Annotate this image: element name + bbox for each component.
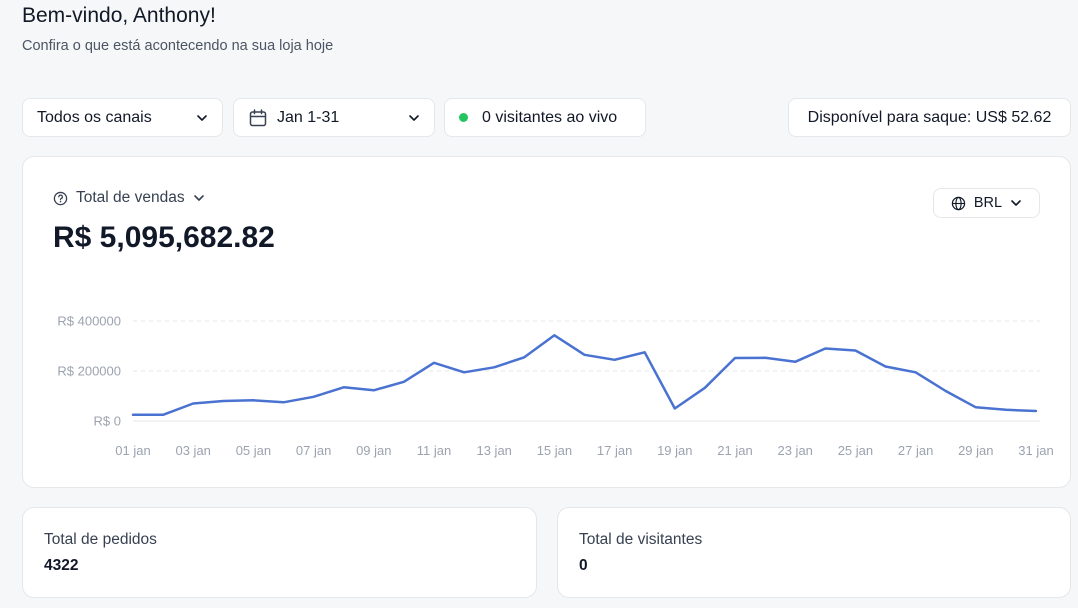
date-range-select[interactable]: Jan 1-31 <box>233 98 435 137</box>
welcome-subtitle: Confira o que está acontecendo na sua lo… <box>22 38 334 54</box>
data-point[interactable] <box>822 346 828 352</box>
y-tick-label: R$ 400000 <box>57 314 121 329</box>
x-tick-label: 07 jan <box>296 443 331 458</box>
x-tick-label: 31 jan <box>1018 443 1053 458</box>
x-tick-label: 09 jan <box>356 443 391 458</box>
data-point[interactable] <box>913 369 919 375</box>
data-point[interactable] <box>883 364 889 370</box>
x-tick-label: 15 jan <box>537 443 572 458</box>
visitors-label: Total de visitantes <box>579 531 703 548</box>
x-tick-label: 25 jan <box>838 443 873 458</box>
data-point[interactable] <box>943 388 949 394</box>
data-point[interactable] <box>281 399 287 405</box>
date-range-label: Jan 1-31 <box>277 108 340 126</box>
sales-line-chart: R$ 0 R$ 200000 R$ 400000 01 jan 03 jan 05 jan… <box>57 314 1053 459</box>
data-point[interactable] <box>973 404 979 410</box>
live-visitors-label: 0 visitantes ao vivo <box>482 108 618 126</box>
x-tick-label: 11 jan <box>417 443 451 458</box>
orders-card: Total de pedidos 4322 <box>22 507 537 598</box>
chevron-down-icon <box>193 192 205 204</box>
data-point[interactable] <box>732 355 738 361</box>
x-tick-label: 01 jan <box>115 443 150 458</box>
data-point[interactable] <box>250 397 256 403</box>
sales-title: Total de vendas <box>76 189 185 206</box>
data-point[interactable] <box>762 355 768 361</box>
welcome-heading: Bem-vindo, Anthony! <box>22 4 216 27</box>
data-point[interactable] <box>371 387 377 393</box>
globe-icon <box>951 196 966 211</box>
y-tick-label: R$ 200000 <box>57 364 121 379</box>
x-tick-label: 21 jan <box>717 443 752 458</box>
visitors-value: 0 <box>579 557 588 574</box>
channel-select-label: Todos os canais <box>37 108 152 126</box>
x-tick-label: 27 jan <box>898 443 933 458</box>
data-point[interactable] <box>431 360 437 366</box>
sales-series-line <box>131 334 1038 417</box>
x-tick-label: 13 jan <box>476 443 511 458</box>
sales-card: Total de vendas R$ 5,095,682.82 BRL R$ 0… <box>22 156 1071 488</box>
data-point[interactable] <box>130 412 136 418</box>
chevron-down-icon <box>1010 197 1022 209</box>
data-point[interactable] <box>341 384 347 390</box>
x-tick-label: 23 jan <box>777 443 812 458</box>
live-status-dot <box>459 113 468 122</box>
currency-select[interactable]: BRL <box>933 188 1040 218</box>
data-point[interactable] <box>852 348 858 354</box>
chevron-down-icon <box>408 112 420 124</box>
balance-button[interactable]: Disponível para saque: US$ 52.62 <box>788 98 1071 137</box>
help-icon <box>53 191 68 206</box>
data-point[interactable] <box>1003 407 1009 413</box>
y-tick-label: R$ 0 <box>94 414 121 429</box>
data-point[interactable] <box>642 349 648 355</box>
x-tick-label: 03 jan <box>175 443 210 458</box>
x-tick-label: 19 jan <box>657 443 692 458</box>
data-point[interactable] <box>702 385 708 391</box>
data-point[interactable] <box>551 332 557 338</box>
x-tick-label: 17 jan <box>597 443 632 458</box>
data-point[interactable] <box>582 352 588 358</box>
x-tick-label: 29 jan <box>958 443 993 458</box>
data-point[interactable] <box>160 412 166 418</box>
data-point[interactable] <box>311 394 317 400</box>
x-tick-label: 05 jan <box>236 443 271 458</box>
channel-select[interactable]: Todos os canais <box>22 98 223 137</box>
visitors-card: Total de visitantes 0 <box>557 507 1071 598</box>
data-point[interactable] <box>521 354 527 360</box>
data-point[interactable] <box>190 401 196 407</box>
data-point[interactable] <box>792 359 798 365</box>
data-point[interactable] <box>612 357 618 363</box>
data-point[interactable] <box>491 364 497 370</box>
data-point[interactable] <box>401 379 407 385</box>
orders-label: Total de pedidos <box>44 531 157 548</box>
orders-value: 4322 <box>44 557 79 574</box>
currency-label: BRL <box>973 195 1003 211</box>
data-point[interactable] <box>672 406 678 412</box>
balance-label: Disponível para saque: US$ 52.62 <box>807 108 1052 126</box>
data-point[interactable] <box>1033 408 1039 414</box>
live-visitors-button[interactable]: 0 visitantes ao vivo <box>444 98 646 137</box>
data-point[interactable] <box>461 369 467 375</box>
calendar-icon <box>248 108 268 128</box>
sales-total-value: R$ 5,095,682.82 <box>53 221 275 254</box>
sales-metric-select[interactable]: Total de vendas <box>53 189 205 207</box>
chevron-down-icon <box>196 112 208 124</box>
data-point[interactable] <box>220 398 226 404</box>
